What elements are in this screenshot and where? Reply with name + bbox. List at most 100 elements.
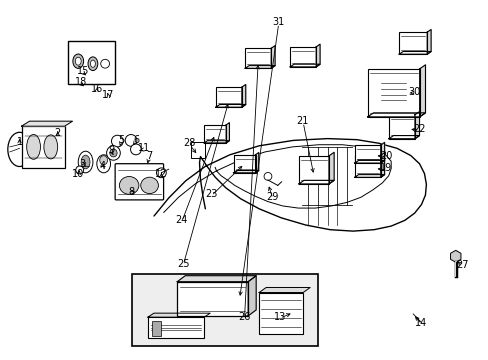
Text: 12: 12 [155,169,167,179]
Ellipse shape [141,177,158,194]
Ellipse shape [44,135,58,159]
Polygon shape [271,46,275,68]
Polygon shape [225,123,229,143]
Polygon shape [388,136,419,139]
Ellipse shape [90,60,95,67]
Text: 17: 17 [102,90,115,100]
Polygon shape [316,44,320,67]
Polygon shape [233,171,258,173]
Bar [388,115,414,139]
Text: 14: 14 [414,318,427,328]
Polygon shape [242,85,245,107]
FancyBboxPatch shape [190,142,205,158]
Polygon shape [354,161,384,163]
Ellipse shape [130,144,141,155]
Polygon shape [244,66,275,68]
Ellipse shape [73,54,83,68]
Bar [289,47,316,67]
Bar [367,69,419,117]
Polygon shape [398,51,430,54]
Ellipse shape [88,57,98,71]
Text: 15: 15 [77,66,89,76]
Text: 11: 11 [138,143,150,153]
Text: 2: 2 [55,128,61,138]
Bar [204,125,225,143]
Bar [298,156,328,184]
Text: 4: 4 [100,161,105,171]
Polygon shape [380,153,384,177]
Text: 29: 29 [266,192,279,202]
Ellipse shape [100,156,107,165]
Ellipse shape [106,146,120,160]
Ellipse shape [81,155,90,169]
Text: 8: 8 [128,187,134,197]
Text: 19: 19 [379,163,392,174]
Text: 24: 24 [175,215,188,225]
Polygon shape [380,142,384,163]
Polygon shape [414,112,419,139]
Ellipse shape [75,57,81,65]
Circle shape [264,172,271,180]
Ellipse shape [78,151,93,173]
Text: 28: 28 [183,138,196,148]
Ellipse shape [27,134,41,159]
Text: 26: 26 [238,312,250,322]
Ellipse shape [110,149,117,157]
Bar [398,32,427,54]
Text: 9: 9 [108,145,114,156]
Circle shape [111,135,123,147]
Polygon shape [367,113,425,117]
Bar [68,41,115,84]
Polygon shape [147,313,210,317]
Polygon shape [328,152,333,184]
Text: 5: 5 [118,135,124,145]
Circle shape [125,135,137,146]
Text: 13: 13 [273,312,285,322]
Text: 27: 27 [455,260,468,270]
Text: 31: 31 [272,17,285,27]
Text: 6: 6 [133,135,139,145]
Circle shape [101,59,109,68]
Text: 16: 16 [90,84,103,94]
Text: 21: 21 [295,116,308,126]
FancyBboxPatch shape [115,164,163,200]
Polygon shape [177,276,256,282]
Bar [354,145,380,163]
Polygon shape [204,141,229,143]
Polygon shape [298,180,333,184]
Polygon shape [255,153,258,173]
Text: 7: 7 [146,150,152,161]
Text: 22: 22 [412,124,425,134]
Bar [233,155,255,173]
Polygon shape [427,30,430,54]
Bar [152,321,161,336]
Ellipse shape [119,176,139,194]
Text: 10: 10 [72,168,84,179]
Bar [21,126,64,167]
Polygon shape [248,276,256,316]
Bar [215,87,242,107]
Polygon shape [21,121,72,126]
Polygon shape [289,64,320,67]
Text: 25: 25 [177,258,189,269]
Bar [177,282,248,316]
Circle shape [76,166,83,174]
Bar [147,317,204,338]
Polygon shape [215,104,245,107]
Bar [244,48,271,68]
Text: 23: 23 [204,189,217,199]
Text: 3: 3 [79,159,85,169]
Bar [132,274,317,346]
Text: 1: 1 [17,137,22,147]
Bar [259,292,303,334]
Text: 30: 30 [407,87,420,97]
Polygon shape [419,65,425,117]
Text: 20: 20 [379,150,392,161]
Polygon shape [449,250,460,262]
Polygon shape [259,288,309,292]
Ellipse shape [97,155,110,173]
Ellipse shape [8,132,31,166]
Circle shape [156,168,166,178]
Text: 18: 18 [74,77,87,87]
Bar [354,155,380,177]
